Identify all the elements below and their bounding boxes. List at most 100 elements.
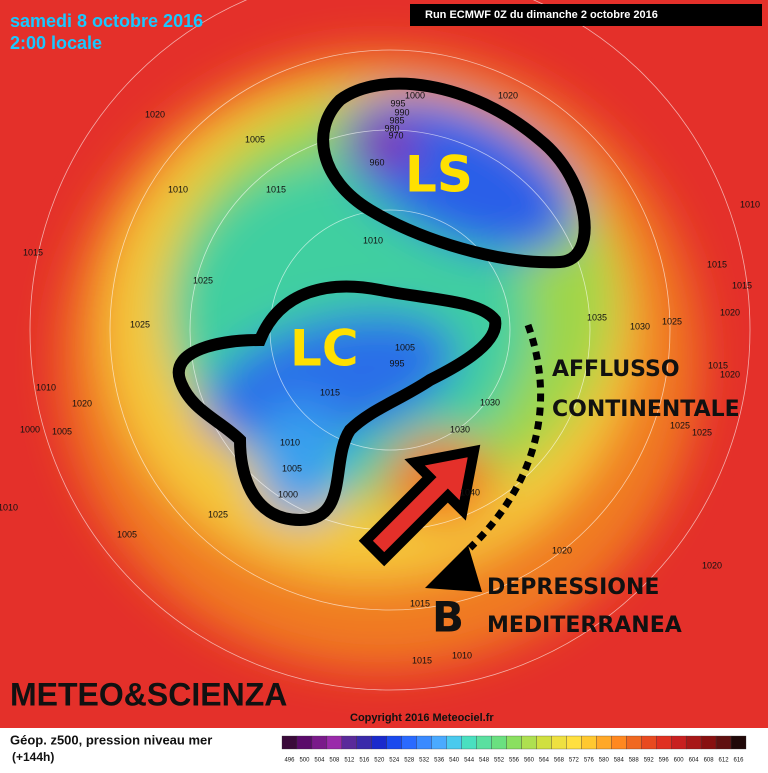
date: samedi 8 octobre 2016: [10, 11, 203, 31]
arrow: [358, 444, 481, 567]
pressure-label: 970: [388, 130, 403, 140]
pressure-label: 1020: [720, 369, 740, 379]
pressure-label: 1015: [732, 280, 752, 290]
scale-swatch: [476, 735, 492, 750]
lc-label: LC: [290, 320, 359, 378]
annotation: AFFLUSSO: [552, 357, 680, 382]
scale-label: 512: [344, 758, 355, 764]
scale-label: 496: [284, 758, 295, 764]
scale-label: 572: [569, 758, 580, 764]
pressure-label: 1020: [498, 90, 518, 100]
scale-label: 596: [659, 758, 670, 764]
pressure-label: 1015: [266, 184, 286, 194]
scale-swatch: [326, 735, 343, 750]
scale-label: 588: [629, 758, 640, 764]
scale-label: 504: [314, 758, 325, 764]
lc-outline: [172, 280, 502, 527]
scale-swatch: [566, 735, 582, 750]
scale-swatch: [446, 735, 462, 750]
pressure-label: 1030: [450, 424, 470, 434]
pressure-label: 1000: [278, 489, 298, 499]
pressure-label: 1020: [72, 398, 92, 408]
scale-swatch: [671, 735, 687, 750]
scale-swatch: [461, 735, 477, 750]
pressure-label: 1025: [692, 427, 712, 437]
pressure-label: 1035: [587, 312, 607, 322]
annotation: DEPRESSIONE: [487, 575, 659, 600]
scale-swatch: [551, 735, 567, 750]
pressure-label: 1005: [52, 426, 72, 436]
scale-swatch: [341, 735, 357, 750]
run-box: [410, 4, 762, 26]
scale-label: 536: [434, 758, 445, 764]
scale-swatch: [521, 735, 537, 750]
pressure-label: 1015: [320, 387, 340, 397]
scale-label: 528: [404, 758, 415, 764]
scale-swatch: [371, 735, 387, 750]
pressure-label: 1020: [552, 545, 572, 555]
pressure-label: 995: [390, 98, 405, 108]
pressure-label: 990: [394, 107, 409, 117]
scale-label: 564: [539, 758, 550, 764]
pressure-label: 1020: [720, 307, 740, 317]
pressure-label: 1025: [670, 420, 690, 430]
pressure-label: 1015: [707, 259, 727, 269]
scale-label: 520: [374, 758, 385, 764]
scale-swatch: [611, 735, 627, 750]
scale-label: 600: [674, 758, 685, 764]
dotted-flow: [467, 323, 545, 551]
scale-label: 548: [479, 758, 490, 764]
scale-swatch: [685, 735, 702, 750]
scale-label: 560: [524, 758, 535, 764]
pressure-label: 985: [389, 115, 404, 125]
pressure-label: 980: [384, 123, 399, 133]
scale-label: 516: [359, 758, 370, 764]
pressure-label: 1015: [23, 247, 43, 257]
scale-swatch: [641, 735, 657, 750]
scale-swatch: [506, 735, 522, 750]
scale-label: 540: [449, 758, 460, 764]
scale-swatch: [715, 735, 732, 750]
pressure-label: 1030: [630, 321, 650, 331]
legend-title: Géop. z500, pression niveau mer: [10, 732, 212, 747]
pressure-label: 1010: [280, 437, 300, 447]
pressure-label: 1025: [193, 275, 213, 285]
scale-label: 608: [704, 758, 715, 764]
pressure-label: 1005: [245, 134, 265, 144]
pressure-label: 1010: [740, 199, 760, 209]
scale-swatch: [730, 735, 747, 750]
pressure-label: 1025: [130, 319, 150, 329]
pressure-label: 1000: [20, 424, 40, 434]
pressure-label: 1005: [395, 342, 415, 352]
pressure-label: 1025: [662, 316, 682, 326]
scale-swatch: [311, 735, 328, 750]
pressure-label: 1010: [0, 502, 18, 512]
scale-swatch: [700, 735, 717, 750]
scale-label: 616: [734, 758, 745, 764]
pressure-label: 1010: [36, 382, 56, 392]
pressure-label: 995: [389, 358, 404, 368]
scale-label: 568: [554, 758, 565, 764]
scale-swatch: [281, 735, 298, 750]
scale-label: 576: [584, 758, 595, 764]
pressure-label: 1030: [480, 397, 500, 407]
pressure-label: 1020: [702, 560, 722, 570]
scale-label: 500: [299, 758, 310, 764]
scale-label: 532: [419, 758, 430, 764]
scale-label: 552: [494, 758, 505, 764]
scale-label: 508: [329, 758, 340, 764]
scale-label: 524: [389, 758, 400, 764]
copyright: Copyright 2016 Meteociel.fr: [350, 712, 494, 724]
scale-label: 592: [644, 758, 655, 764]
annotation: CONTINENTALE: [552, 397, 740, 422]
brand: METEO&SCIENZA: [10, 676, 287, 712]
pressure-label: 1015: [412, 655, 432, 665]
scale-label: 584: [614, 758, 625, 764]
scale-swatch: [356, 735, 372, 750]
scale-swatch: [536, 735, 552, 750]
scale-label: 612: [719, 758, 730, 764]
scale-swatch: [491, 735, 507, 750]
ls-label: LS: [405, 146, 473, 204]
scale-swatch: [581, 735, 597, 750]
